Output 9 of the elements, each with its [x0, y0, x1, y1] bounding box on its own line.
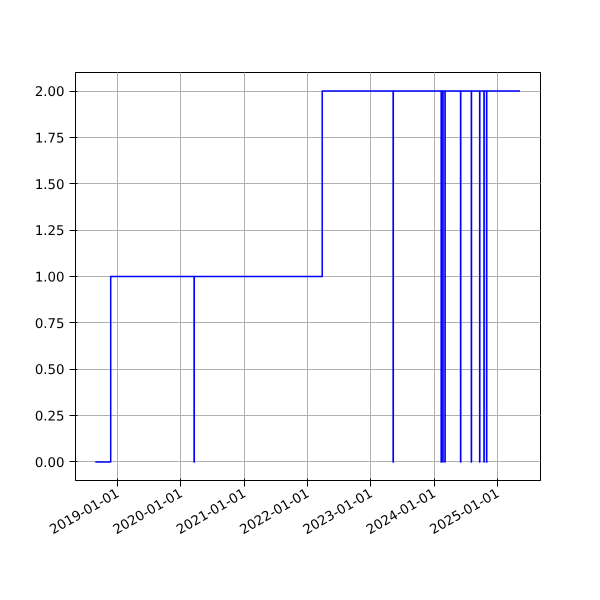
y-tick-label: 1.00	[34, 270, 65, 286]
y-tick-label: 1.50	[34, 178, 65, 193]
y-tick-label: 0.75	[34, 316, 65, 332]
y-tick-label: 1.75	[34, 131, 65, 146]
y-tick-label: 1.25	[34, 224, 65, 240]
y-tick-label: 2.00	[34, 85, 65, 100]
y-tick-label: 0.00	[34, 456, 65, 471]
y-tick-label: 0.50	[34, 363, 65, 378]
y-tick-label: 0.25	[34, 410, 65, 425]
